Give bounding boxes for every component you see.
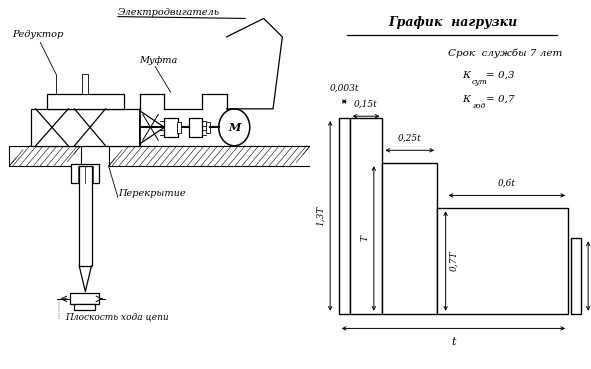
- Bar: [72, 164, 99, 183]
- Text: 0,6t: 0,6t: [498, 179, 516, 188]
- Text: сут: сут: [472, 78, 488, 86]
- Text: = 0,7: = 0,7: [486, 95, 515, 104]
- Bar: [109, 146, 310, 166]
- Bar: [79, 166, 92, 266]
- Bar: [164, 118, 178, 137]
- Text: Срок  службы 7 лет: Срок службы 7 лет: [448, 49, 562, 58]
- Text: 0,003t: 0,003t: [329, 83, 359, 92]
- Text: Плоскость хода цепи: Плоскость хода цепи: [65, 312, 169, 321]
- Text: Электродвигатель: Электродвигатель: [118, 8, 220, 17]
- Bar: [9, 146, 80, 166]
- Bar: [571, 238, 581, 314]
- Bar: [339, 118, 350, 314]
- Text: год: год: [472, 102, 485, 110]
- Bar: [350, 118, 382, 314]
- Polygon shape: [139, 111, 164, 144]
- Bar: [31, 109, 139, 146]
- Text: М: М: [228, 122, 241, 133]
- Bar: [206, 122, 210, 133]
- Bar: [177, 122, 181, 133]
- Text: 1,3Т: 1,3Т: [316, 206, 324, 226]
- Text: Т: Т: [360, 235, 369, 241]
- Text: К: К: [462, 71, 470, 80]
- Text: = 0,3: = 0,3: [486, 71, 515, 80]
- Text: Перекрытие: Перекрытие: [118, 189, 186, 197]
- Text: К: К: [462, 95, 470, 104]
- Bar: [82, 74, 89, 94]
- Bar: [382, 163, 437, 314]
- Text: 0,15t: 0,15t: [354, 100, 378, 108]
- Bar: [70, 293, 99, 304]
- Bar: [47, 94, 124, 109]
- Text: Редуктор: Редуктор: [12, 30, 64, 39]
- Text: 0,25t: 0,25t: [398, 134, 421, 143]
- Polygon shape: [226, 18, 282, 109]
- Bar: [437, 208, 568, 314]
- Text: t: t: [451, 337, 456, 348]
- Text: 0,7Т: 0,7Т: [450, 251, 459, 271]
- Bar: [189, 118, 202, 137]
- Text: График  нагрузки: График нагрузки: [389, 15, 518, 29]
- Text: Муфта: Муфта: [139, 56, 178, 65]
- Bar: [74, 304, 95, 310]
